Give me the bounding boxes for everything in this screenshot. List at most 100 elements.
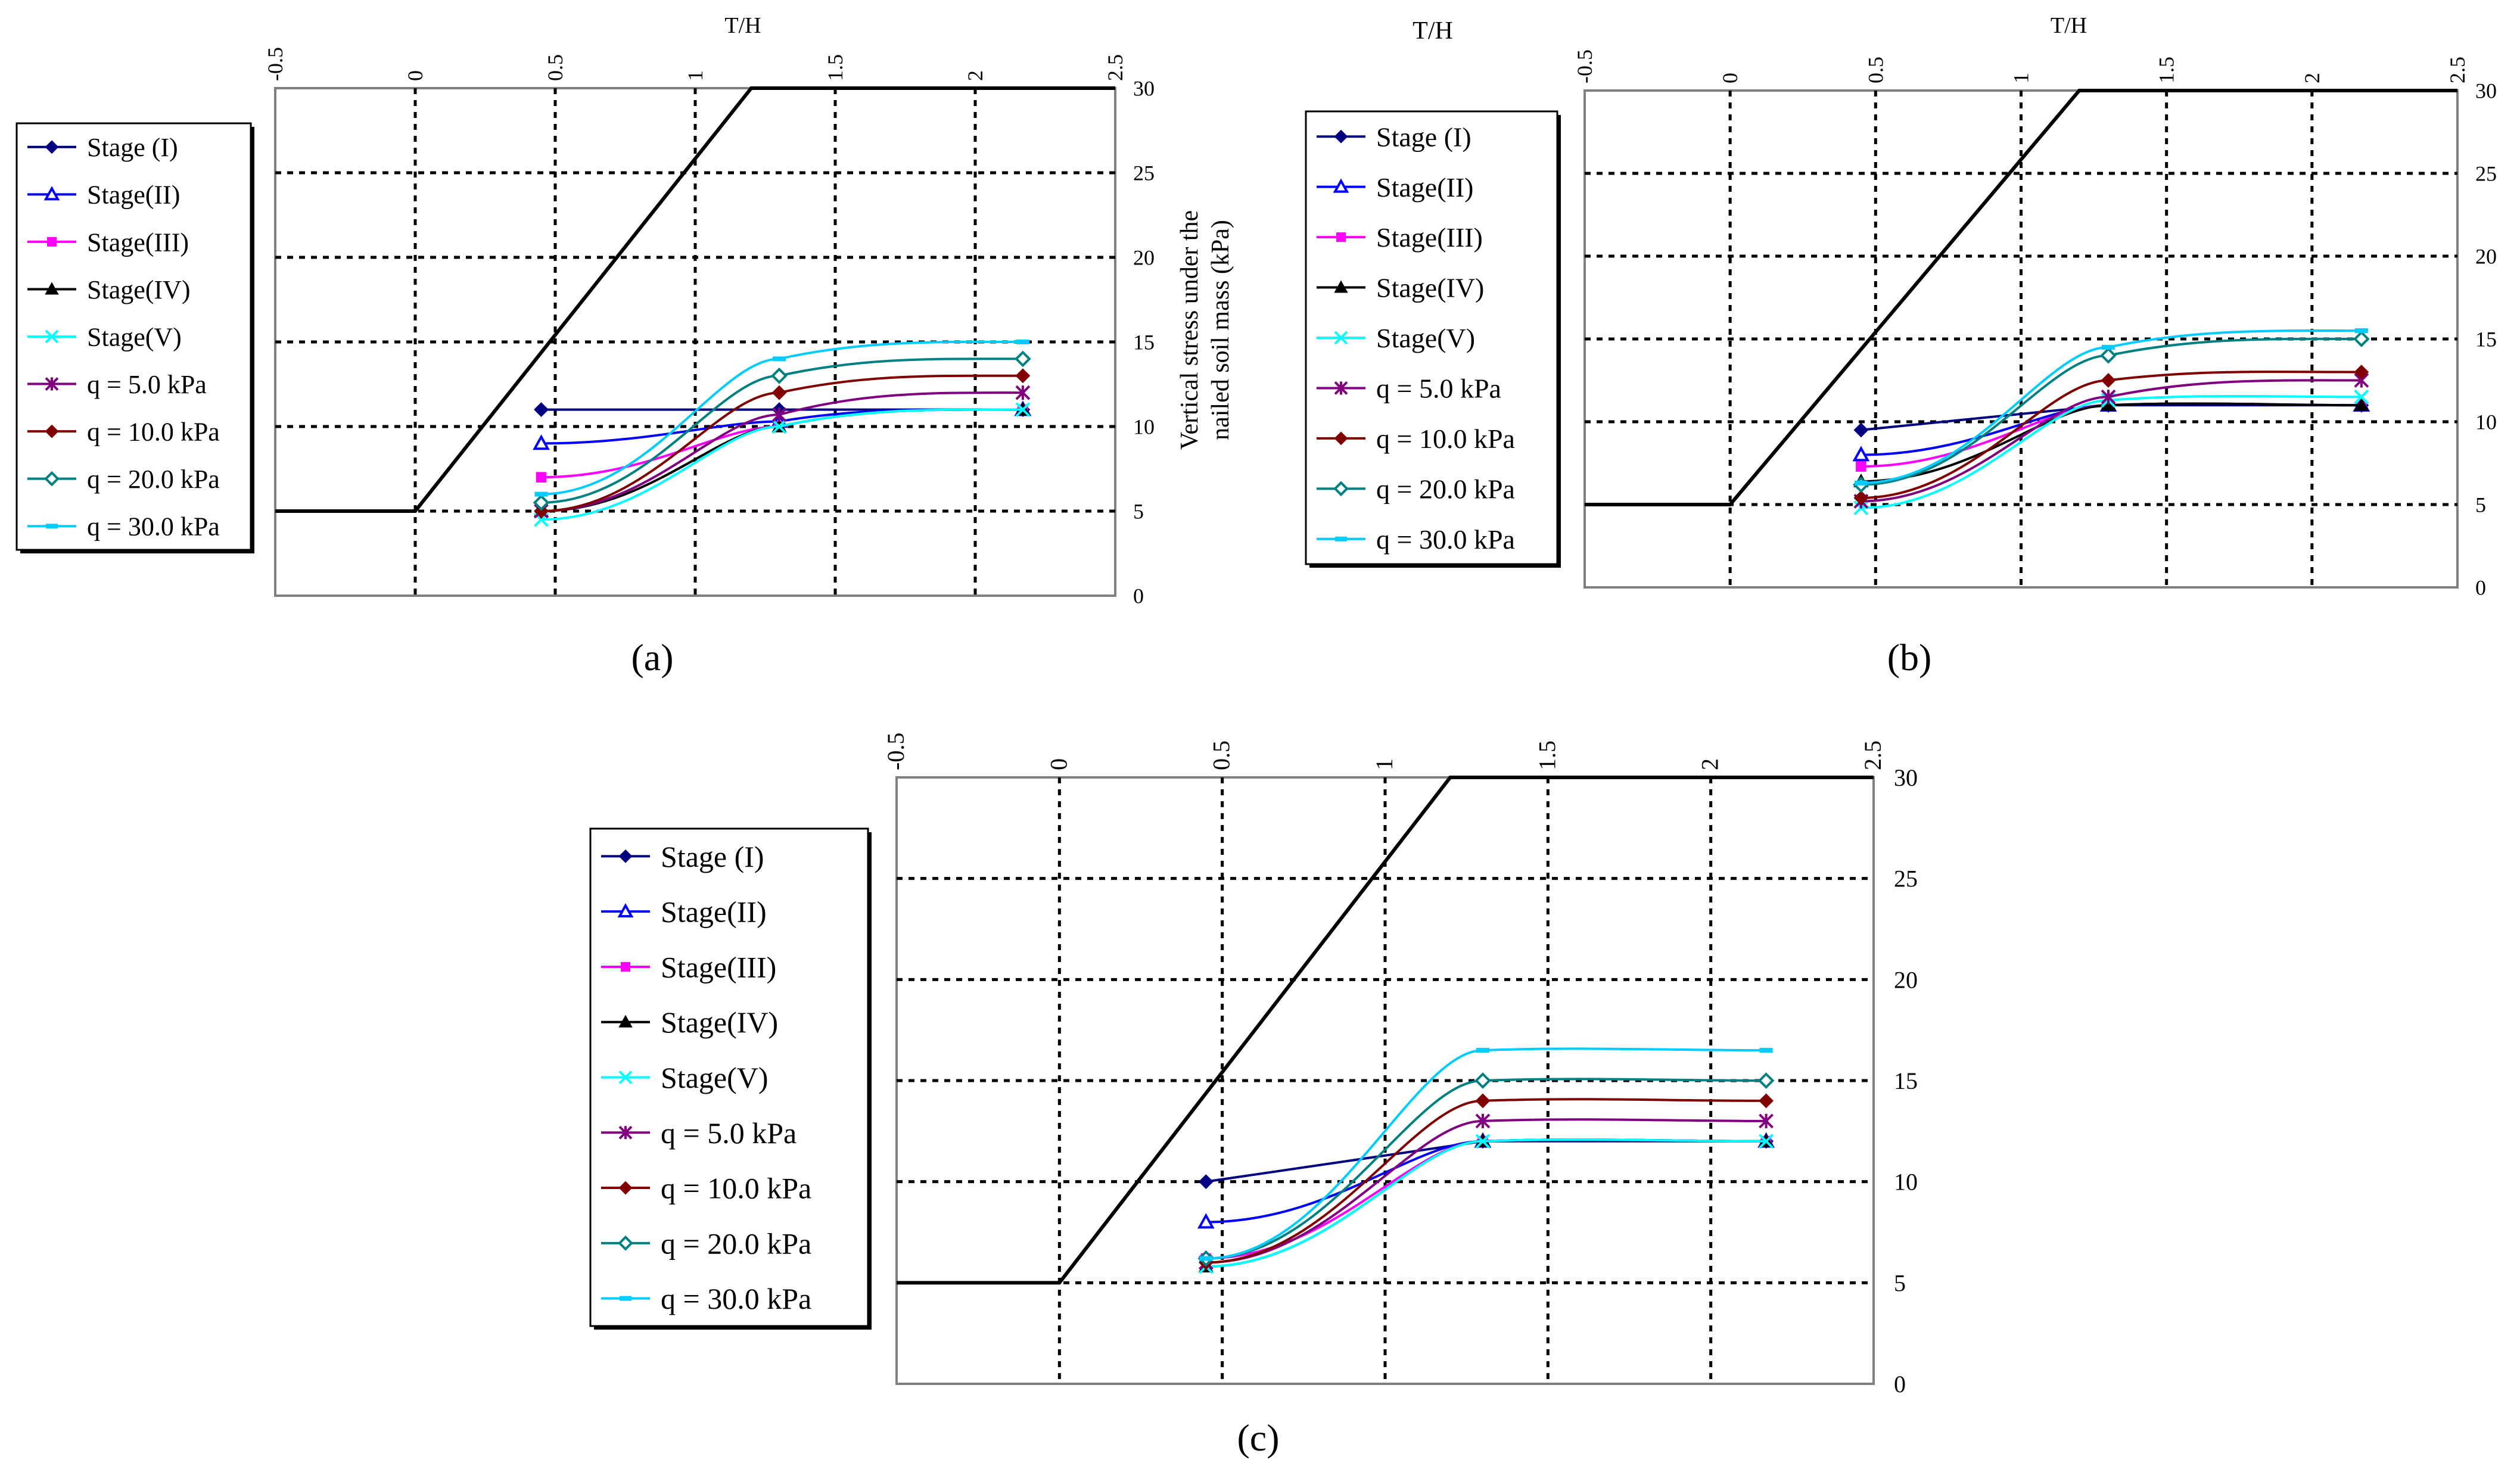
y-tick-label-a-6: 30 [1133,77,1155,101]
x-tick-label-b-6: 2.5 [2446,57,2469,83]
x-tick-label-a-3: 1 [683,70,707,81]
legend-label-a-7: q = 20.0 kPa [87,465,220,494]
y-tick-label-c-3: 15 [1894,1067,1918,1094]
data-point-a-2-0 [536,472,547,483]
data-point-c-1-0 [1197,1213,1215,1229]
data-point-a-7-2 [1015,350,1031,368]
legend-marker-a-2 [47,236,57,247]
legend-label-c-8: q = 30.0 kPa [661,1282,811,1315]
data-point-b-3-2 [2354,397,2369,411]
x-tick-label-c-3: 1 [1371,758,1398,770]
data-point-a-0-0 [534,402,549,418]
data-point-c-8-2 [1759,1048,1773,1053]
y-tick-label-b-2: 10 [2475,410,2497,434]
legend-label-a-2: Stage(III) [87,228,189,257]
series-line-c-4 [1206,1138,1766,1268]
legend-label-a-5: q = 5.0 kPa [87,370,207,399]
legend-marker-a-4 [45,329,59,344]
legend-marker-a-3 [45,282,59,295]
x-tick-label-c-4: 1.5 [1533,740,1560,770]
y-tick-label-a-4: 20 [1133,246,1155,270]
legend-label-c-3: Stage(IV) [661,1006,778,1039]
series-line-c-7 [1206,1078,1766,1260]
data-point-c-0-0 [1198,1174,1214,1190]
data-point-a-8-2 [1016,340,1029,344]
wall-outline-b [1585,89,2457,506]
data-point-c-6-2 [1759,1093,1774,1109]
legend-marker-b-1 [1333,178,1349,193]
panel-caption-b: (b) [1887,636,1932,679]
data-point-b-7-1 [2100,347,2117,364]
data-point-c-7-1 [1474,1072,1491,1089]
legend-marker-a-6 [45,424,59,438]
legend-marker-b-7 [1333,481,1349,497]
legend-marker-c-3 [618,1014,633,1028]
x-tick-label-a-4: 1.5 [823,54,847,81]
data-point-c-6-1 [1475,1093,1491,1109]
data-point-a-4-2 [1015,402,1031,418]
legend-label-c-7: q = 20.0 kPa [661,1227,811,1260]
data-point-a-8-1 [773,356,786,362]
data-point-a-5-2 [1015,385,1031,400]
x-tick-label-b-2: 0.5 [1863,57,1887,83]
legend-marker-c-6 [618,1181,633,1195]
y-axis-title-a-line-0: Vertical stress under the [1176,210,1203,450]
x-tick-label-c-6: 2.5 [1859,740,1886,770]
legend-marker-c-0 [618,849,633,863]
legend-label-c-4: Stage(V) [661,1061,769,1094]
legend-marker-b-3 [1334,280,1348,293]
legend-label-a-4: Stage(V) [87,322,182,351]
legend-marker-a-8 [46,524,58,529]
data-point-b-6-2 [2354,365,2369,380]
data-point-b-8-2 [2354,328,2368,334]
legend-label-c-6: q = 10.0 kPa [661,1172,811,1205]
wall-outline-c [897,776,1874,1285]
legend-label-b-7: q = 20.0 kPa [1376,474,1515,504]
data-point-c-8-1 [1476,1048,1489,1053]
data-point-a-7-1 [771,367,788,384]
data-point-b-8-1 [2102,344,2115,350]
data-point-b-6-1 [2101,373,2116,388]
legend-marker-c-1 [617,903,634,918]
data-point-c-8-0 [1199,1256,1213,1261]
y-axis-title-a-line-1: nailed soil mass (kPa) [1207,220,1234,440]
x-tick-label-a-0: -0.5 [263,47,287,81]
legend-marker-a-7 [44,471,60,487]
data-point-a-8-0 [534,491,548,497]
legend-label-b-8: q = 30.0 kPa [1376,524,1515,555]
y-tick-label-c-0: 0 [1894,1371,1906,1398]
data-point-b-5-1 [2101,389,2116,404]
chart-panel-a: -0.5 0 0.5 1 1.5 2 2.5 0 5 10 15 20 25 30 T/H Vertical … [15,13,1234,679]
data-point-b-1-0 [1852,446,1870,462]
y-tick-label-a-1: 5 [1133,500,1144,524]
data-point-a-1-0 [533,434,550,450]
legend-marker-a-1 [43,186,60,201]
y-tick-label-a-3: 15 [1133,331,1155,354]
legend-label-c-0: Stage (I) [661,840,764,873]
y-tick-label-c-5: 25 [1894,866,1918,892]
data-point-b-4-2 [2354,389,2369,404]
data-point-b-8-0 [1854,480,1868,485]
legend-marker-c-2 [621,961,630,972]
series-line-c-6 [1206,1098,1766,1264]
y-tick-label-b-4: 20 [2475,245,2497,269]
y-tick-label-c-2: 10 [1894,1169,1918,1196]
legend-label-c-1: Stage(II) [661,895,767,929]
y-tick-label-c-6: 30 [1894,764,1918,791]
legend-label-b-2: Stage(III) [1376,222,1483,253]
chart-panel-b: -0.5 0 0.5 1 1.5 2 2.5 0 5 10 15 20 25 30 T/H Stage (I)… [1305,13,2497,679]
x-tick-label-b-5: 2 [2300,73,2324,83]
legend-label-b-0: Stage (I) [1376,122,1471,152]
legend-marker-c-4 [618,1070,633,1084]
data-point-b-0-0 [1853,422,1869,438]
legend-marker-c-5 [618,1125,633,1140]
legend-label-b-5: q = 5.0 kPa [1376,374,1501,404]
legend-label-a-3: Stage(IV) [87,275,191,304]
data-point-a-7-0 [533,494,550,511]
legend-marker-b-8 [1335,536,1347,541]
x-tick-label-b-0: -0.5 [1573,49,1597,83]
data-point-c-7-2 [1757,1072,1775,1089]
legend-marker-b-6 [1334,431,1348,446]
wall-outline-a [275,86,1115,513]
